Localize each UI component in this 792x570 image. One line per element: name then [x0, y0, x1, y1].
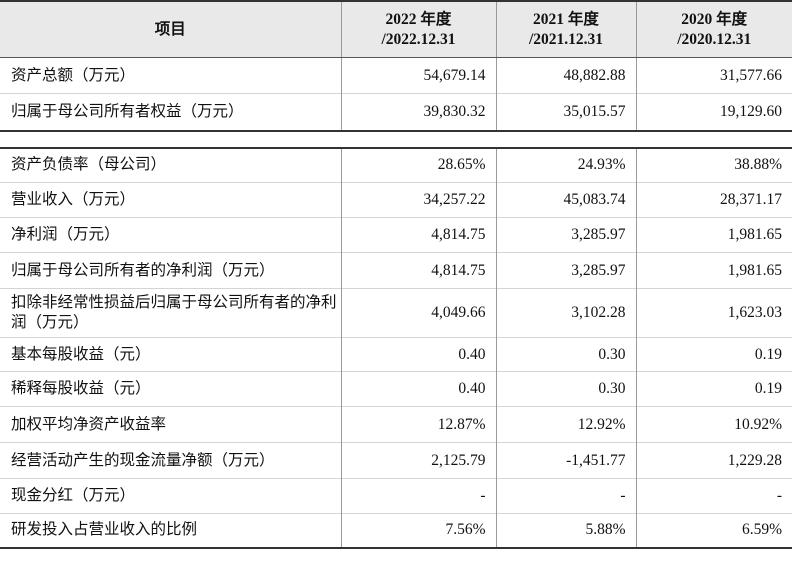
row-value: 0.19	[635, 337, 792, 372]
header-year: 2022 年度	[385, 10, 452, 28]
row-value: 28.65%	[340, 146, 496, 183]
table-row: 经营活动产生的现金流量净额（万元） 2,125.79 -1,451.77 1,229.…	[0, 442, 792, 479]
row-value: 1,981.65	[635, 217, 792, 253]
row-value: 0.40	[340, 371, 496, 407]
row-value: 24.93%	[495, 146, 636, 183]
row-value: 0.30	[495, 371, 636, 407]
header-col-2020: 2020 年度 /2020.12.31	[635, 0, 792, 58]
row-value: 4,049.66	[340, 288, 496, 338]
row-label: 资产负债率（母公司）	[0, 146, 341, 183]
row-value: 0.19	[635, 371, 792, 407]
table-row: 稀释每股收益（元） 0.40 0.30 0.19	[0, 371, 792, 407]
row-value: 48,882.88	[495, 57, 636, 94]
row-value: 5.88%	[495, 513, 636, 549]
header-date: /2022.12.31	[381, 30, 456, 48]
table-row: 研发投入占营业收入的比例 7.56% 5.88% 6.59%	[0, 513, 792, 549]
row-label: 扣除非经常性损益后归属于母公司所有者的净利润（万元）	[0, 288, 341, 338]
row-label: 资产总额（万元）	[0, 57, 341, 94]
header-col-2021: 2021 年度 /2021.12.31	[495, 0, 636, 58]
header-year: 2021 年度	[533, 10, 599, 28]
header-col-2022: 2022 年度 /2022.12.31	[340, 0, 496, 58]
row-label: 归属于母公司所有者权益（万元）	[0, 93, 341, 132]
financial-summary-table: 项目 2022 年度 /2022.12.31 2021 年度 /2021.12.…	[0, 0, 792, 549]
header-year: 2020 年度	[681, 10, 748, 28]
row-label: 经营活动产生的现金流量净额（万元）	[0, 442, 341, 479]
table-row: 营业收入（万元） 34,257.22 45,083.74 28,371.17	[0, 182, 792, 218]
row-value: 2,125.79	[340, 442, 496, 479]
table-row: 归属于母公司所有者的净利润（万元） 4,814.75 3,285.97 1,981.6…	[0, 252, 792, 289]
row-value: 0.30	[495, 337, 636, 372]
row-value: 3,285.97	[495, 217, 636, 253]
row-value: 45,083.74	[495, 182, 636, 218]
row-value: -	[340, 478, 496, 514]
section-gap	[0, 131, 792, 148]
row-value: -	[635, 478, 792, 514]
header-date: /2020.12.31	[677, 30, 752, 48]
row-label: 研发投入占营业收入的比例	[0, 513, 341, 549]
row-value: 12.87%	[340, 406, 496, 443]
table-row: 资产负债率（母公司） 28.65% 24.93% 38.88%	[0, 146, 792, 183]
row-value: 3,285.97	[495, 252, 636, 289]
row-label: 加权平均净资产收益率	[0, 406, 341, 443]
header-date: /2021.12.31	[528, 30, 604, 48]
header-item: 项目	[0, 0, 341, 58]
row-value: 12.92%	[495, 406, 636, 443]
row-value: 38.88%	[635, 146, 792, 183]
row-value: 0.40	[340, 337, 496, 372]
row-value: 7.56%	[340, 513, 496, 549]
row-value: 54,679.14	[340, 57, 496, 94]
row-value: 28,371.17	[635, 182, 792, 218]
income-section: 资产负债率（母公司） 28.65% 24.93% 38.88% 营业收入（万元） 34,2…	[0, 146, 792, 549]
row-label: 现金分红（万元）	[0, 478, 341, 514]
row-value: 1,981.65	[635, 252, 792, 289]
table-row: 基本每股收益（元） 0.40 0.30 0.19	[0, 337, 792, 372]
table-header-row: 项目 2022 年度 /2022.12.31 2021 年度 /2021.12.…	[0, 0, 792, 58]
row-value: 1,229.28	[635, 442, 792, 479]
table-row: 归属于母公司所有者权益（万元） 39,830.32 35,015.57 19,129.…	[0, 93, 792, 132]
table-row: 扣除非经常性损益后归属于母公司所有者的净利润（万元） 4,049.66 3,102.…	[0, 288, 792, 338]
row-value: 10.92%	[635, 406, 792, 443]
row-value: 31,577.66	[635, 57, 792, 94]
row-label: 稀释每股收益（元）	[0, 371, 341, 407]
row-value: 6.59%	[635, 513, 792, 549]
row-value: 1,623.03	[635, 288, 792, 338]
row-label: 净利润（万元）	[0, 217, 341, 253]
row-value: -1,451.77	[495, 442, 636, 479]
row-value: 34,257.22	[340, 182, 496, 218]
row-label: 基本每股收益（元）	[0, 337, 341, 372]
row-label: 归属于母公司所有者的净利润（万元）	[0, 252, 341, 289]
row-value: 4,814.75	[340, 252, 496, 289]
row-value: 39,830.32	[340, 93, 496, 132]
row-value: 19,129.60	[635, 93, 792, 132]
row-value: 4,814.75	[340, 217, 496, 253]
row-label: 营业收入（万元）	[0, 182, 341, 218]
table-row: 加权平均净资产收益率 12.87% 12.92% 10.92%	[0, 406, 792, 443]
table-row: 现金分红（万元） - - -	[0, 478, 792, 514]
row-value: 3,102.28	[495, 288, 636, 338]
table-row: 净利润（万元） 4,814.75 3,285.97 1,981.65	[0, 217, 792, 253]
balance-section: 资产总额（万元） 54,679.14 48,882.88 31,577.66 归属于母公…	[0, 57, 792, 132]
row-value: -	[495, 478, 636, 514]
table-row: 资产总额（万元） 54,679.14 48,882.88 31,577.66	[0, 57, 792, 94]
row-value: 35,015.57	[495, 93, 636, 132]
